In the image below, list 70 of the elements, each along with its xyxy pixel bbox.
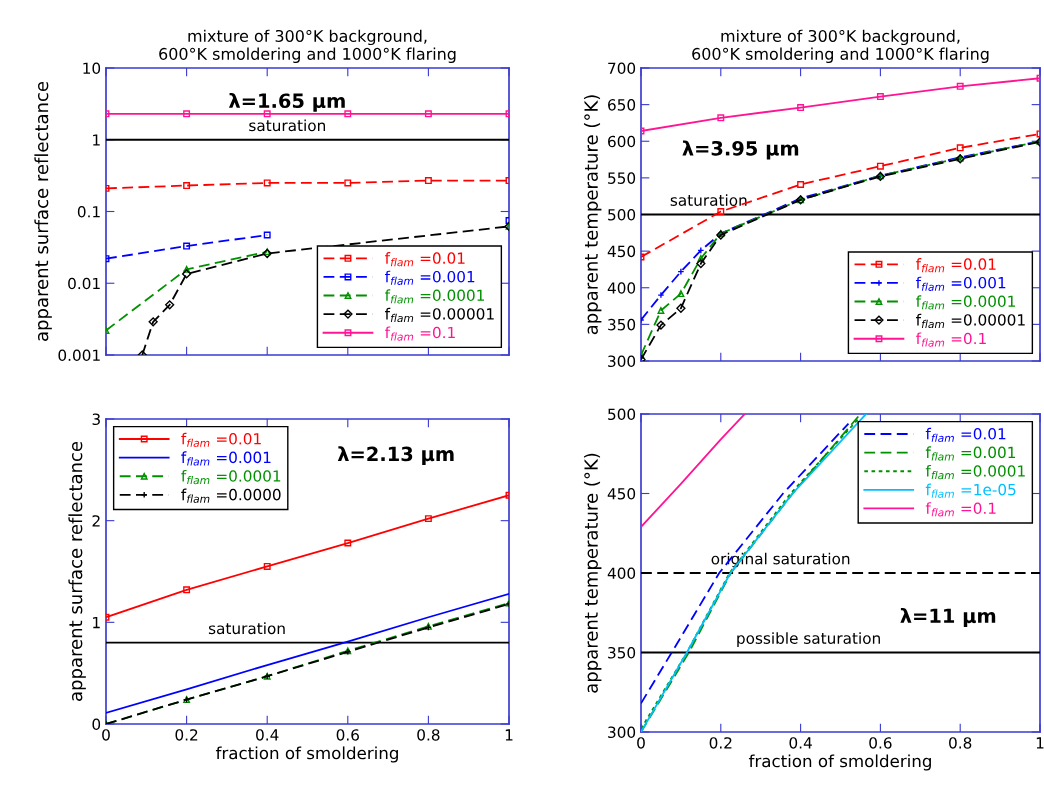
x-tick-label: 0	[637, 737, 645, 749]
ref-line-label: saturation	[249, 119, 326, 132]
y-axis-title: apparent surface reflectance	[68, 441, 86, 701]
x-axis-title: fraction of smoldering	[215, 746, 398, 763]
legend-label: f$_{flam}$ =0.001	[181, 451, 271, 466]
legend-label: f$_{flam}$ =0.01	[925, 427, 1006, 443]
chart-title: mixture of 300°K background, 600°K smoldering and 1000°K flaring	[159, 29, 456, 63]
x-axis-title: fraction of smoldering	[748, 754, 931, 771]
annotation: λ=2.13 µm	[337, 446, 454, 466]
x-tick-label: 0.4	[256, 729, 279, 741]
y-tick-label: 0.1	[77, 205, 100, 218]
x-tick-label: 0.8	[417, 729, 440, 741]
legend-label: f$_{flam}$ =0.01	[181, 432, 261, 448]
legend-label: f$_{flam}$ =0.0001	[181, 469, 281, 485]
y-tick-label: 10	[83, 62, 101, 75]
y-tick-label: 700	[608, 62, 636, 75]
legend-label: f$_{flam}$ =0.01	[915, 258, 996, 273]
legend-label: f$_{flam}$ =0.001	[384, 270, 475, 285]
legend-label: f$_{flam}$ =0.01	[384, 252, 465, 267]
legend-label: f$_{flam}$ =0.0001	[915, 295, 1015, 310]
x-tick-label: 0	[102, 729, 110, 741]
legend-label: f$_{flam}$ =0.1	[915, 332, 986, 347]
ref-line-label: saturation	[670, 194, 747, 206]
legend-label: f$_{flam}$ =0.001	[925, 446, 1016, 461]
x-tick-label: 1	[505, 729, 513, 741]
legend-label: f$_{flam}$ =0.0001	[925, 464, 1025, 480]
x-tick-label: 0.4	[789, 737, 812, 749]
y-tick-label: 600	[608, 135, 636, 148]
x-tick-label: 0.8	[949, 737, 972, 749]
legend-label: f$_{flam}$ =1e-05	[925, 483, 1016, 498]
y-axis-title: apparent temperature (°K)	[583, 95, 602, 335]
x-tick-label: 0.6	[869, 737, 892, 749]
y-tick-label: 2	[92, 515, 100, 527]
y-tick-label: 500	[608, 208, 636, 221]
y-tick-label: 400	[607, 282, 636, 294]
y-tick-label: 0.01	[68, 277, 100, 290]
legend-label: f$_{flam}$ =0.00001	[915, 313, 1025, 329]
x-tick-label: 0.2	[709, 737, 732, 749]
y-tick-label: 350	[608, 318, 636, 331]
y-tick-label: 500	[608, 408, 636, 421]
y-axis-title: apparent temperature (°K)	[583, 453, 602, 693]
ref-line-label: saturation	[208, 622, 285, 635]
y-tick-label: 650	[608, 99, 636, 111]
x-tick-label: 0.2	[175, 729, 198, 741]
y-tick-label: 350	[608, 646, 636, 659]
legend-label: f$_{flam}$ =0.1	[384, 326, 455, 341]
ref-line-label: possible saturation	[737, 632, 880, 647]
y-tick-label: 0	[92, 718, 101, 731]
annotation: λ=1.65 µm	[228, 93, 345, 112]
legend-label: f$_{flam}$ =0.00001	[384, 307, 494, 323]
annotation: λ=11 µm	[900, 608, 996, 627]
x-tick-label: 1	[1036, 737, 1044, 749]
legend-label: f$_{flam}$ =0.0001	[384, 289, 484, 304]
x-tick-label: 0.6	[336, 729, 359, 741]
y-tick-label: 550	[608, 172, 636, 184]
y-axis-title: apparent surface reflectance	[34, 81, 52, 341]
y-tick-label: 1	[93, 617, 100, 629]
y-tick-label: 0.001	[58, 349, 100, 362]
legend-label: f$_{flam}$ =0.1	[925, 502, 996, 517]
y-tick-label: 450	[607, 245, 636, 258]
y-tick-label: 400	[607, 567, 636, 580]
legend-label: f$_{flam}$ =0.0000	[181, 488, 281, 503]
y-tick-label: 300	[608, 726, 636, 739]
y-tick-label: 1	[93, 134, 100, 146]
chart-title: mixture of 300°K background, 600°K smoldering and 1000°K flaring	[692, 29, 989, 63]
annotation: λ=3.95 µm	[682, 140, 799, 160]
legend-label: f$_{flam}$ =0.001	[915, 276, 1006, 291]
y-tick-label: 3	[92, 413, 100, 426]
y-tick-label: 300	[608, 355, 636, 368]
y-tick-label: 450	[607, 487, 636, 500]
